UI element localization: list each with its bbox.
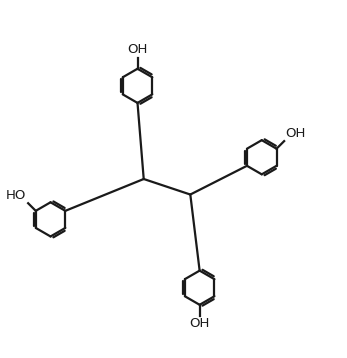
Text: HO: HO bbox=[6, 189, 27, 202]
Text: OH: OH bbox=[127, 43, 148, 56]
Text: OH: OH bbox=[286, 127, 306, 140]
Text: OH: OH bbox=[189, 317, 210, 330]
